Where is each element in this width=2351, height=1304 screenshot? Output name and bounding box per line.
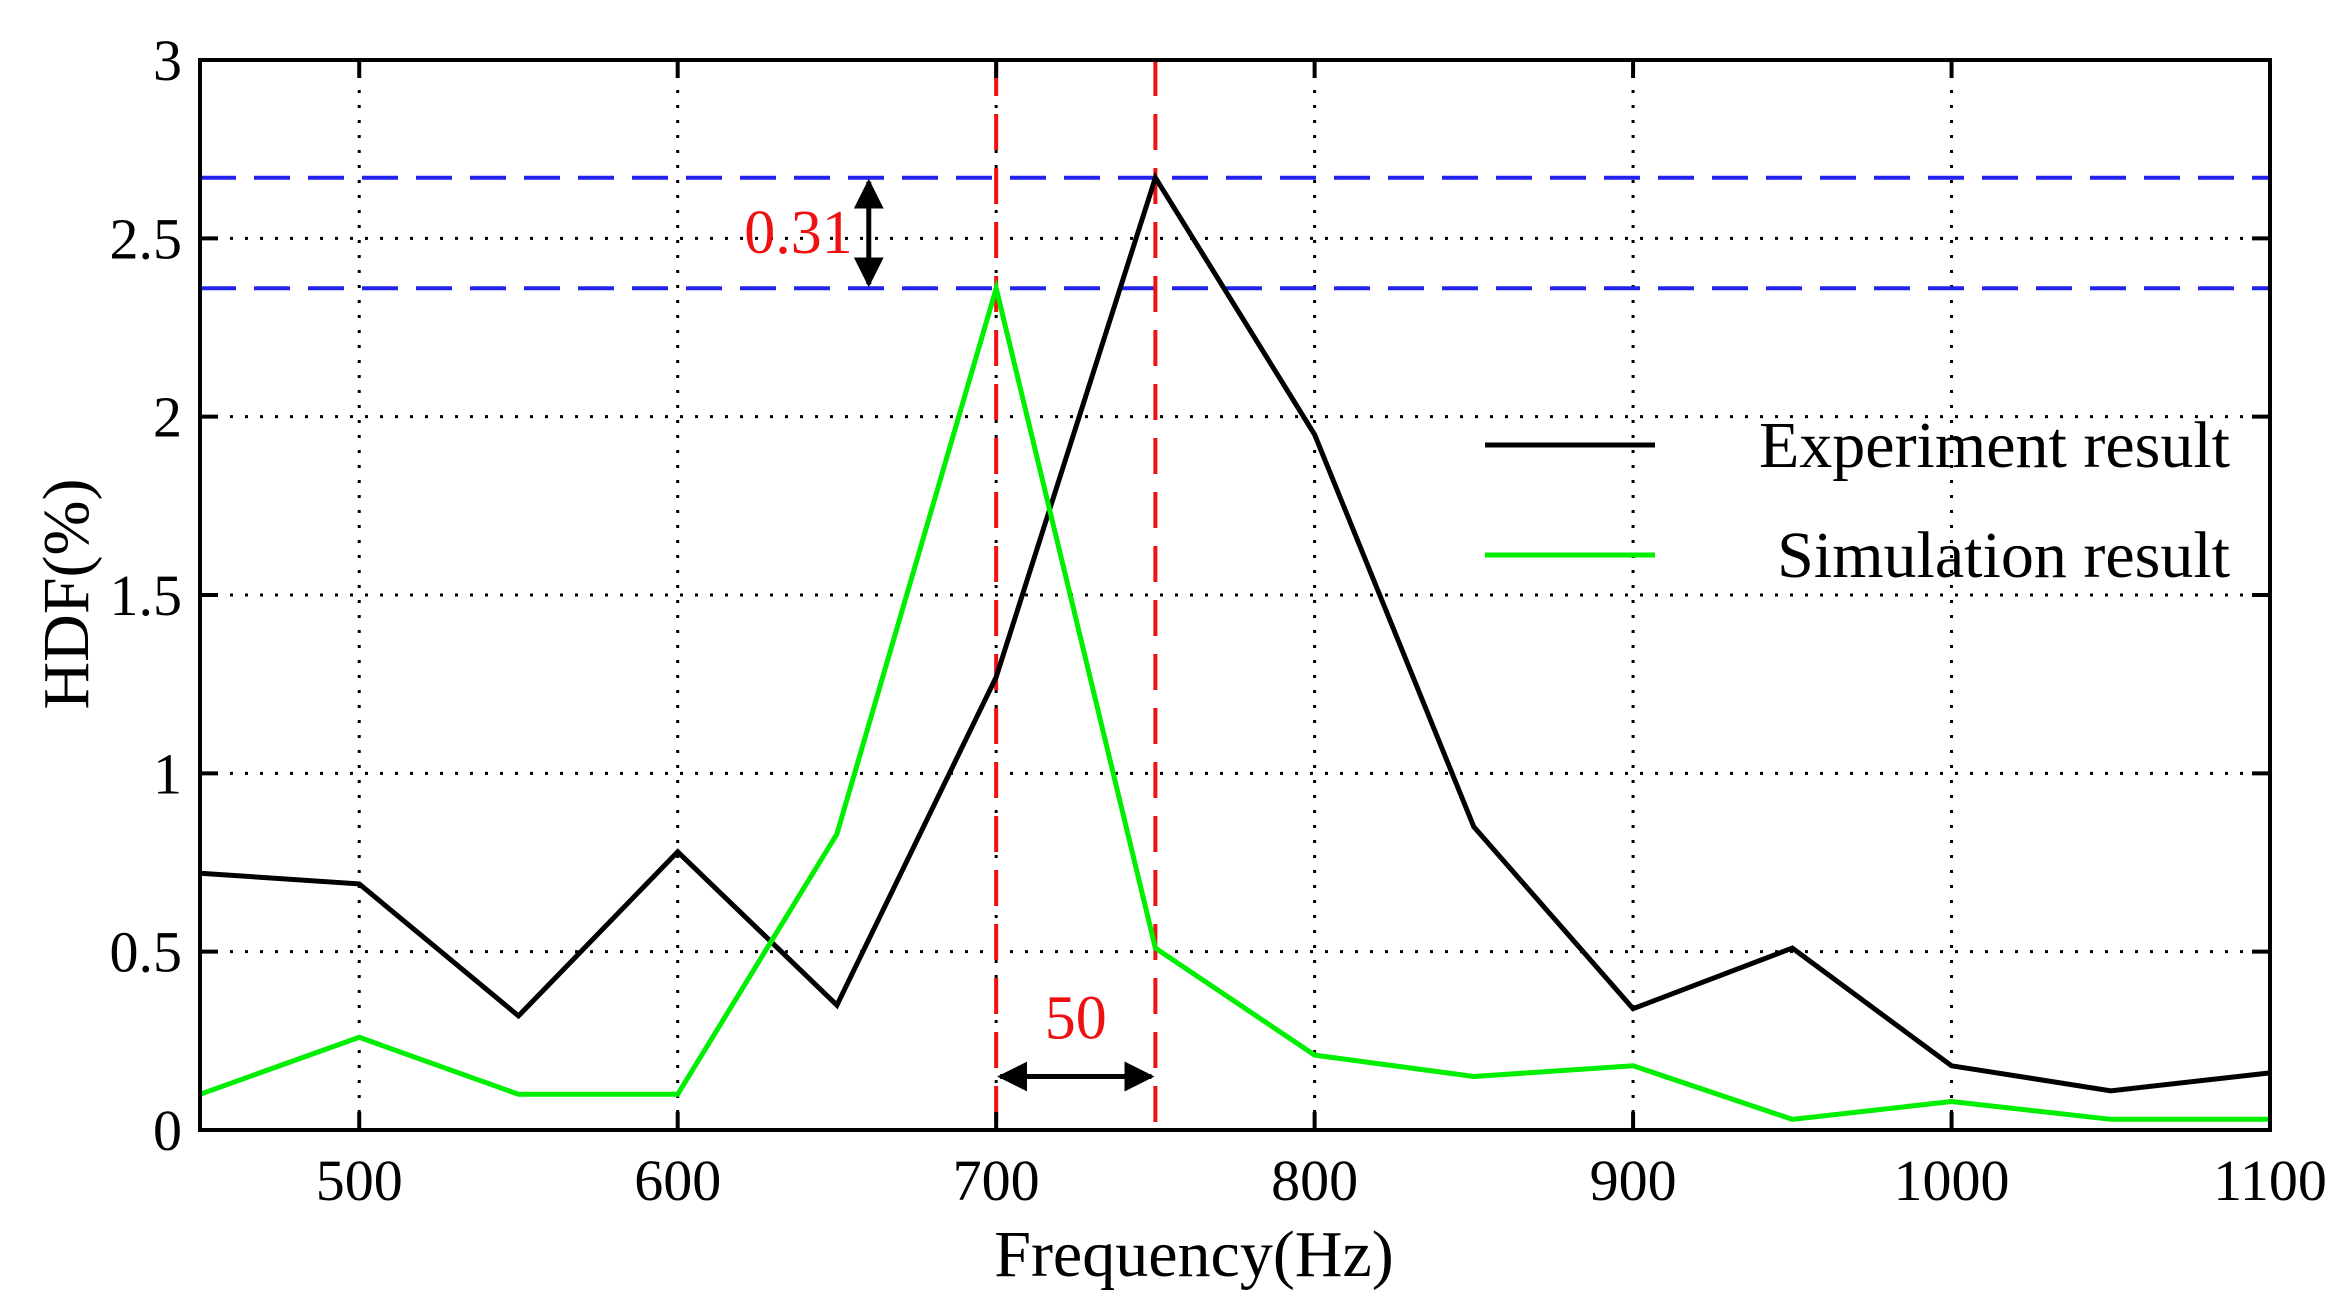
legend: Experiment result Simulation result bbox=[1485, 409, 2230, 592]
annotations: 0.31 50 bbox=[744, 178, 1155, 1092]
reference-lines bbox=[200, 60, 2270, 1130]
legend-label-1: Simulation result bbox=[1777, 519, 2230, 592]
x-tick-label-2: 700 bbox=[953, 1148, 1040, 1213]
x-tick-label-3: 800 bbox=[1271, 1148, 1358, 1213]
y-tick-label-6: 3 bbox=[153, 28, 182, 93]
difference-label-vertical: 0.31 bbox=[744, 199, 853, 267]
difference-label-horizontal: 50 bbox=[1045, 985, 1107, 1053]
y-tick-label-1: 0.5 bbox=[110, 920, 183, 985]
x-tick-label-5: 1000 bbox=[1894, 1148, 2010, 1213]
series-lines bbox=[199, 171, 2271, 1122]
series-line-0 bbox=[199, 171, 2271, 1094]
y-tick-label-3: 1.5 bbox=[110, 563, 183, 628]
y-tick-label-4: 2 bbox=[153, 385, 182, 450]
x-tick-label-1: 600 bbox=[634, 1148, 721, 1213]
x-tick-label-6: 1100 bbox=[2213, 1148, 2327, 1213]
y-tick-label-2: 1 bbox=[153, 741, 182, 806]
legend-label-0: Experiment result bbox=[1759, 409, 2230, 482]
y-tick-label-5: 2.5 bbox=[110, 206, 183, 271]
y-tick-label-0: 0 bbox=[153, 1098, 182, 1163]
x-tick-label-0: 500 bbox=[316, 1148, 403, 1213]
series-line-1 bbox=[199, 278, 2270, 1122]
axes: 500 600 700 800 900 1000 1100 0 0.5 1 1.5 2 2.5 3 bbox=[110, 28, 2327, 1213]
grid bbox=[200, 60, 2270, 1130]
x-tick-label-4: 900 bbox=[1590, 1148, 1677, 1213]
x-axis-label: Frequency(Hz) bbox=[994, 1218, 1393, 1291]
y-axis-label: HDF(%) bbox=[30, 479, 103, 710]
